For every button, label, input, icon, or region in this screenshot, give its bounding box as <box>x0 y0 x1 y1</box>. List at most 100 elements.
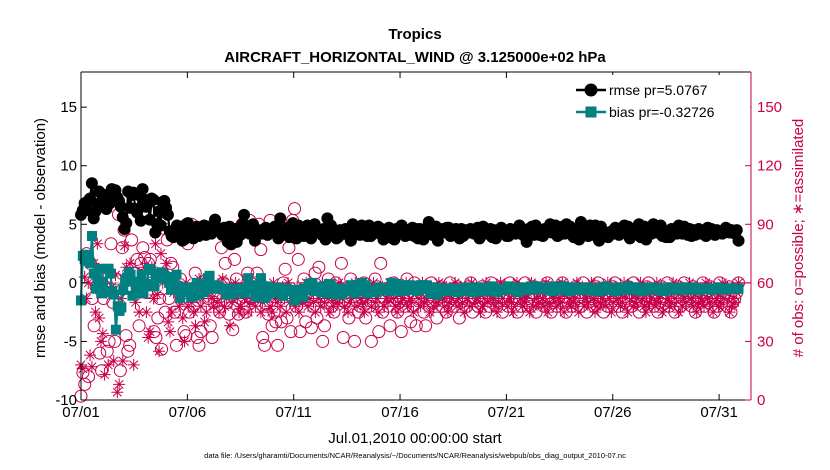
bias-point <box>360 280 371 291</box>
assimilated-point <box>607 296 620 309</box>
bias-point <box>200 281 211 292</box>
bias-point <box>175 293 186 304</box>
assimilated-point <box>116 354 129 367</box>
assimilated-point <box>165 306 178 319</box>
possible-point <box>278 262 292 276</box>
assimilated-point <box>114 292 127 305</box>
y2-tick-label: 60 <box>757 275 774 292</box>
assimilated-point <box>369 296 382 309</box>
assimilated-point <box>403 292 416 305</box>
y-tick-label: 10 <box>60 158 77 175</box>
bias-point <box>307 277 318 288</box>
assimilated-point <box>98 368 111 381</box>
assimilated-point <box>265 306 278 319</box>
assimilated-point <box>407 306 420 319</box>
assimilated-point <box>309 306 322 319</box>
possible-point <box>318 319 332 333</box>
footnote: data file: /Users/gharamti/Documents/NCA… <box>204 451 626 460</box>
rmse-point <box>85 177 98 190</box>
assimilated-point <box>648 300 661 313</box>
assimilated-point <box>687 300 700 313</box>
assimilated-point <box>96 327 109 340</box>
assimilated-point <box>249 300 262 313</box>
assimilated-point <box>292 306 305 319</box>
assimilated-point <box>581 296 594 309</box>
assimilated-point <box>242 306 255 319</box>
assimilated-point <box>470 292 483 305</box>
bias-point <box>204 270 215 281</box>
assimilated-point <box>343 296 356 309</box>
bias-point <box>386 277 397 288</box>
possible-point <box>119 329 133 343</box>
assimilated-point <box>358 306 371 319</box>
assimilated-point <box>189 319 202 332</box>
assimilated-point <box>698 300 711 313</box>
assimilated-point <box>151 288 164 301</box>
assimilated-point <box>205 292 218 305</box>
assimilated-point <box>496 292 509 305</box>
bias-point <box>136 269 147 280</box>
assimilated-point <box>351 300 364 313</box>
y-tick-label: -5 <box>64 333 77 350</box>
assimilated-point <box>694 292 707 305</box>
bias-point <box>733 283 744 294</box>
assimilated-point <box>238 292 251 305</box>
assimilated-point <box>213 306 226 319</box>
assimilated-point <box>113 378 126 391</box>
assimilated-point <box>282 276 295 289</box>
possible-point <box>121 344 135 358</box>
possible-point <box>100 344 114 358</box>
assimilated-point <box>89 306 102 319</box>
possible-point <box>342 311 356 325</box>
bias-point <box>98 276 109 287</box>
bias-point <box>132 279 143 290</box>
assimilated-point <box>405 296 418 309</box>
assimilated-point <box>558 306 571 319</box>
assimilated-point <box>638 300 651 313</box>
assimilated-point <box>494 276 507 289</box>
legend-bias-label: bias pr=-0.32726 <box>609 104 715 120</box>
rmse-point <box>274 212 287 225</box>
possible-point <box>316 334 330 348</box>
assimilated-point <box>707 306 720 319</box>
assimilated-point <box>728 296 741 309</box>
assimilated-point <box>381 296 394 309</box>
x-tick-label: 07/06 <box>169 404 207 421</box>
assimilated-point <box>727 292 740 305</box>
assimilated-point <box>678 292 691 305</box>
assimilated-point <box>387 292 400 305</box>
assimilated-point <box>636 292 649 305</box>
y-tick-label: 5 <box>69 216 77 233</box>
possible-point <box>334 256 348 270</box>
assimilated-point <box>118 239 131 252</box>
assimilated-point <box>211 296 224 309</box>
possible-point <box>284 325 298 339</box>
x-tick-label: 07/26 <box>594 404 632 421</box>
assimilated-point <box>312 292 325 305</box>
bias-point <box>118 284 129 295</box>
possible-point <box>409 319 423 333</box>
assimilated-point <box>372 306 385 319</box>
y2-axis-label: # of obs: o=possible; ∗=assimilated <box>790 119 807 358</box>
possible-point <box>151 311 165 325</box>
assimilated-point <box>458 306 471 319</box>
assimilated-point <box>345 292 358 305</box>
assimilated-point <box>565 300 578 313</box>
y2-tick-label: 30 <box>757 333 774 350</box>
bias-point <box>90 283 101 294</box>
bias-point <box>149 281 160 292</box>
possible-point <box>78 377 92 391</box>
assimilated-point <box>699 276 712 289</box>
assimilated-point <box>441 306 454 319</box>
possible-point <box>271 338 285 352</box>
assimilated-point <box>639 306 652 319</box>
assimilated-point <box>93 312 106 324</box>
rmse-point <box>730 224 743 237</box>
assimilated-point <box>216 272 229 285</box>
x-tick-label: 07/16 <box>381 404 419 421</box>
assimilated-point <box>296 296 309 309</box>
series-rmse <box>75 177 745 251</box>
possible-point <box>205 331 219 345</box>
assimilated-point <box>187 306 200 319</box>
bias-point <box>199 287 210 298</box>
